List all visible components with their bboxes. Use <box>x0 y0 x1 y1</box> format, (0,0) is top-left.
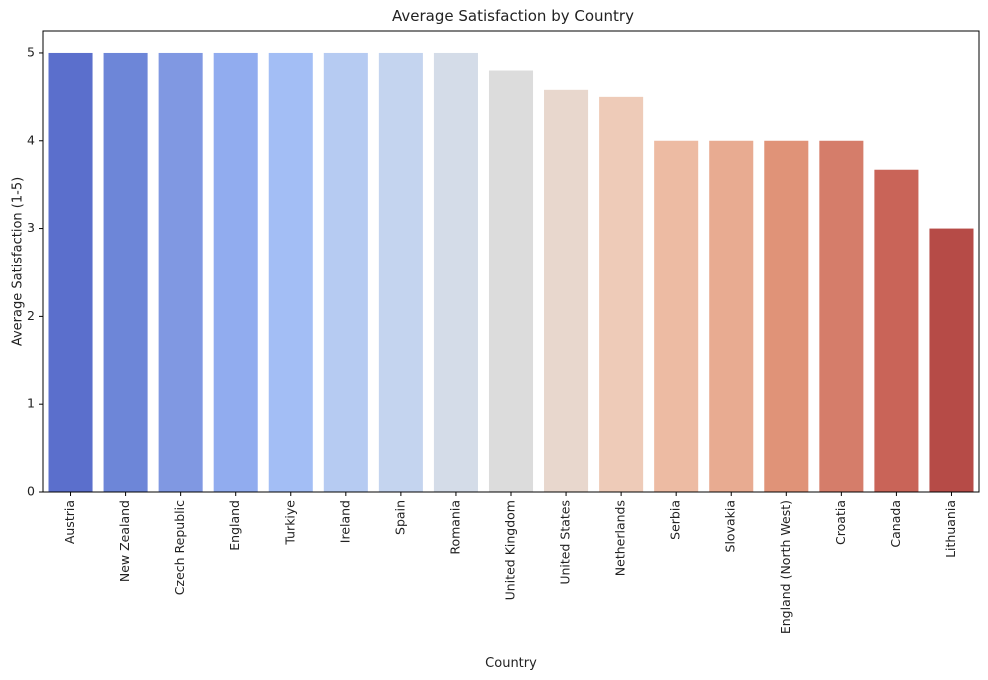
plot-frame <box>42 30 980 493</box>
bar-turkiye <box>268 52 313 492</box>
x-tick-label: Netherlands <box>613 500 628 576</box>
y-tick-label: 1 <box>27 396 35 411</box>
x-tick-label: Romania <box>447 500 462 555</box>
y-tick-label: 2 <box>27 308 35 323</box>
x-tick-label: England (North West) <box>778 500 793 634</box>
bar-canada <box>874 169 919 492</box>
x-tick-label: Spain <box>392 500 407 535</box>
bar-netherlands <box>599 96 644 492</box>
bar-england <box>213 52 258 492</box>
x-tick-label: Ireland <box>337 500 352 543</box>
bar-slovakia <box>709 140 754 492</box>
bar-romania <box>433 52 478 492</box>
y-tick-label: 3 <box>27 220 35 235</box>
bars-group <box>48 52 974 493</box>
x-tick-label: England <box>227 500 242 551</box>
x-tick-label: Czech Republic <box>172 500 187 595</box>
x-tick-label: Turkiye <box>282 500 297 546</box>
bar-ireland <box>323 52 368 492</box>
x-tick-label: Serbia <box>668 500 683 540</box>
chart-title: Average Satisfaction by Country <box>392 7 634 25</box>
y-tick-label: 5 <box>27 44 35 59</box>
bar-serbia <box>654 140 699 492</box>
x-axis: Austria New Zealand Czech Republic England T… <box>62 492 958 634</box>
bar-spain <box>378 52 423 492</box>
bar-croatia <box>819 140 864 492</box>
y-axis: 0 1 2 3 4 5 <box>27 44 43 499</box>
bar-czech-republic <box>158 52 203 492</box>
x-tick-label: Croatia <box>833 500 848 545</box>
bar-united-kingdom <box>488 70 534 492</box>
x-tick-label: Lithuania <box>943 500 958 558</box>
x-tick-label: New Zealand <box>117 500 132 582</box>
bar-austria <box>48 52 93 492</box>
bar-united-states <box>544 89 589 492</box>
x-tick-label: United Kingdom <box>503 500 518 600</box>
x-tick-label: Canada <box>888 500 903 548</box>
y-tick-label: 0 <box>27 484 35 499</box>
x-tick-label: Austria <box>62 500 77 544</box>
y-tick-label: 4 <box>27 132 35 147</box>
x-axis-label: Country <box>485 656 537 671</box>
bar-lithuania <box>929 228 974 493</box>
y-axis-label: Average Satisfaction (1-5) <box>11 177 26 346</box>
bar-new-zealand <box>103 52 148 492</box>
bar-england-north-west <box>764 140 809 492</box>
x-tick-label: Slovakia <box>723 500 738 552</box>
x-tick-label: United States <box>558 500 573 585</box>
